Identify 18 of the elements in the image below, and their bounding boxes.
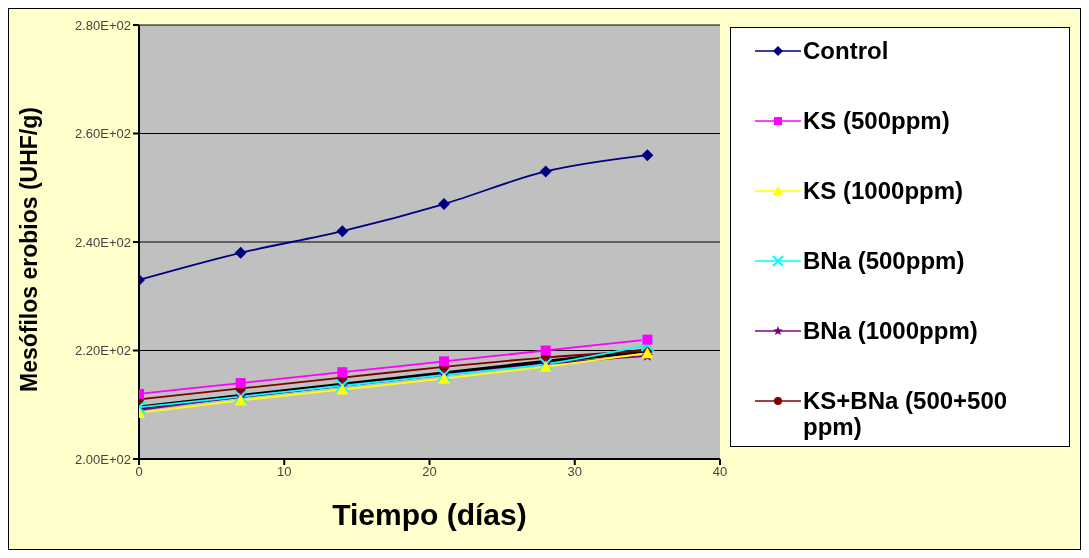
legend-label: KS (500ppm) (803, 107, 951, 134)
x-tick-label: 30 (567, 464, 582, 480)
x-tick-label: 0 (135, 464, 143, 480)
y-tick-label: 2.60E+02 (74, 126, 131, 142)
legend-label: Control (803, 37, 890, 64)
x-tick-label: 40 (712, 464, 728, 480)
legend-label: KS (1000ppm) (803, 177, 965, 204)
legend-label: BNa (500ppm) (803, 247, 966, 274)
y-tick-label: 2.80E+02 (74, 17, 131, 33)
x-tick-label: 20 (422, 464, 437, 480)
x-axis-title: Tiempo (días) (332, 498, 527, 531)
x-tick-label: 10 (277, 464, 292, 480)
y-tick-label: 2.40E+02 (74, 234, 131, 250)
y-axis-title: Mesófilos erobios (UHF/g) (16, 107, 43, 392)
y-tick-label: 2.20E+02 (74, 343, 131, 359)
y-tick-label: 2.00E+02 (74, 451, 131, 467)
legend-label: BNa (1000ppm) (803, 317, 979, 344)
legend-label: KS+BNa (500+500 ppm) (803, 387, 1009, 440)
